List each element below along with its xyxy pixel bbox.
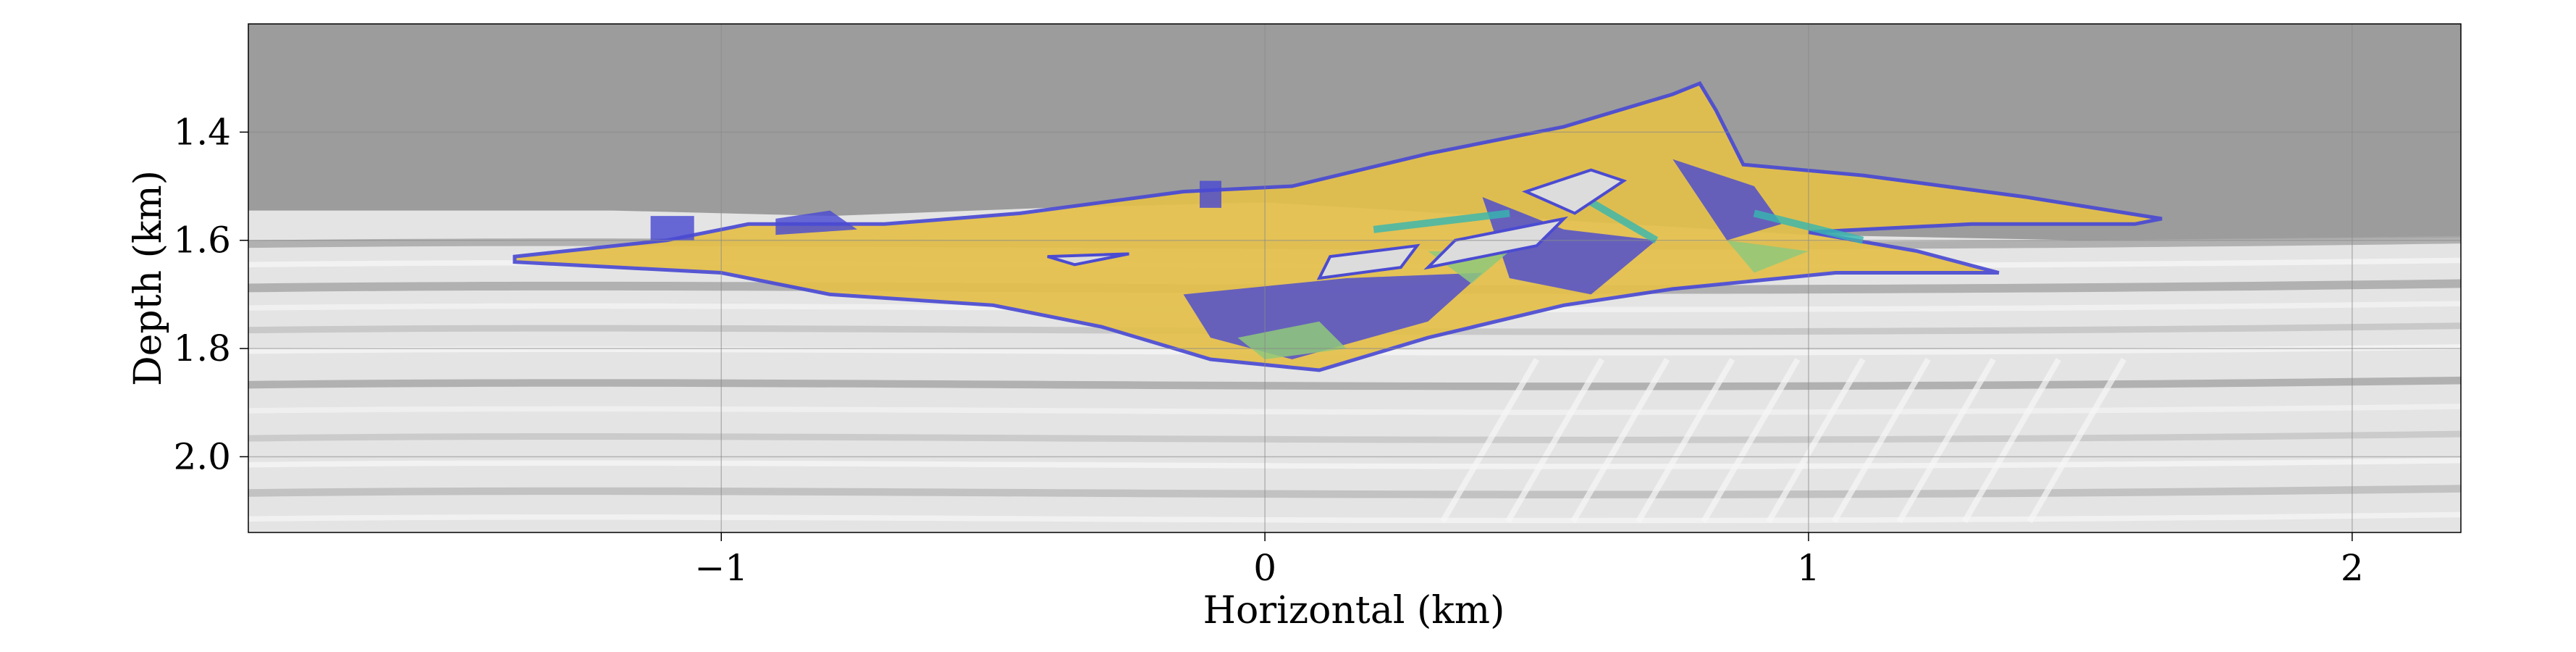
overlay-hole	[1521, 168, 1628, 215]
y-axis-ticks: 1.4 1.6 1.8 2.0	[173, 111, 248, 477]
seismic-streak	[2027, 358, 2126, 524]
grid	[248, 24, 2461, 532]
seismic-streak	[1701, 358, 1801, 524]
y-axis-label: Depth (km)	[127, 170, 170, 386]
plot-frame	[248, 23, 2462, 533]
seismic-streak	[1570, 358, 1670, 524]
overlay-low-zone	[1200, 180, 1221, 208]
seismic-reflector	[248, 485, 2461, 498]
seismic-streak	[1831, 358, 1931, 524]
y-tick-label: 1.4	[173, 111, 231, 153]
y-tick-label: 2.0	[173, 435, 231, 477]
seismic-streak	[1961, 358, 2061, 524]
x-tick-label: 2	[2341, 547, 2364, 589]
seismic-streak	[1896, 358, 1996, 524]
seismic-reflector	[248, 404, 2461, 415]
overlay-hole	[1047, 252, 1129, 267]
overlay-hole	[1316, 243, 1420, 280]
overlay-low-zone	[1672, 159, 1782, 241]
plot-area	[248, 24, 2461, 532]
seismic-streak	[1440, 358, 1539, 524]
seismic-reflector	[248, 457, 2461, 469]
x-axis-ticks: −1 0 1 2	[694, 532, 2364, 589]
x-tick-label: 1	[1797, 547, 1820, 589]
seismic-reflector	[248, 511, 2461, 524]
seismic-streak	[1766, 358, 1866, 524]
seismic-streak	[1505, 358, 1605, 524]
seismic-reflector	[248, 430, 2461, 443]
x-axis-label: Horizontal (km)	[1203, 589, 1505, 632]
overlay-hole	[1423, 216, 1569, 270]
seismic-reflector	[248, 376, 2461, 390]
x-tick-label: −1	[694, 547, 748, 589]
x-tick-label: 0	[1253, 547, 1276, 589]
overlay-low-zone	[1482, 197, 1657, 295]
overlay-mid-streak	[1373, 209, 1510, 233]
y-tick-label: 1.8	[173, 327, 231, 369]
overlay-green-zone	[1727, 240, 1809, 273]
overlay-low-zone	[775, 210, 857, 235]
overlay-low-zone	[650, 216, 694, 241]
seismic-streak	[1636, 358, 1735, 524]
y-tick-label: 1.6	[173, 220, 231, 262]
